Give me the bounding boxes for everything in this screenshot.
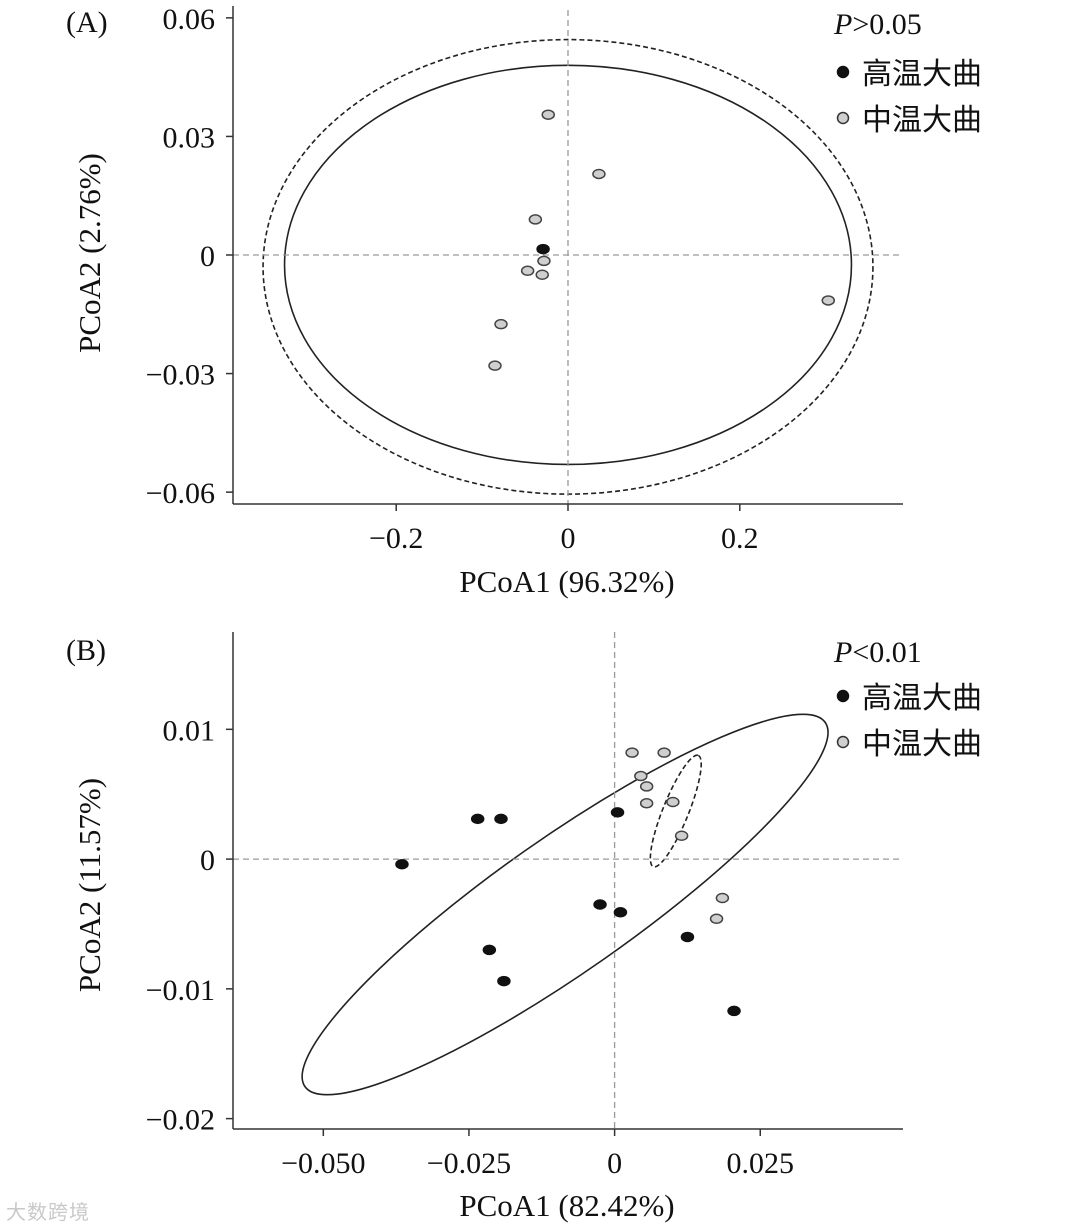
panel-b-point-mid-temp — [625, 747, 639, 758]
legend-a-label-high-temp: 高温大曲 — [862, 58, 982, 91]
panel-b-point-high-temp — [610, 807, 625, 818]
panel-b-point-high-temp — [680, 931, 695, 943]
panel-b-y-tick-label: 0.01 — [163, 714, 216, 747]
panel-b-point-mid-temp — [674, 830, 689, 841]
panel-b-point-mid-temp — [715, 892, 730, 904]
panel-a-point-high-temp — [536, 243, 550, 255]
panel-b-point-mid-temp — [657, 747, 671, 758]
panel-b-ellipses — [301, 713, 829, 1096]
legend-a-label-mid-temp: 中温大曲 — [862, 104, 982, 137]
panel-b-point-mid-temp — [639, 781, 654, 792]
panel-a-x-tick-label: 0 — [561, 522, 576, 555]
panel-b-point-high-temp — [613, 907, 628, 918]
panel-b-zero-lines — [233, 632, 903, 1129]
panel-b-axes — [232, 632, 903, 1130]
legend-a-marker-mid-temp — [836, 111, 850, 125]
panel-a-point-mid-temp — [537, 255, 551, 267]
panel-a-point-mid-temp — [535, 269, 549, 281]
panel-a-y-tick-label: 0.06 — [163, 3, 216, 36]
panel-b-y-tick-label: −0.02 — [146, 1104, 215, 1137]
panel-b-confidence-ellipse-solid — [301, 713, 829, 1096]
legend-b-label-mid-temp: 中温大曲 — [862, 728, 982, 761]
legend-b-marker-high-temp — [836, 689, 850, 703]
panel-a-points — [488, 109, 836, 371]
panel-a-y-axis-label: PCoA2 (2.76%) — [72, 153, 107, 353]
panel-a-point-mid-temp — [494, 318, 508, 330]
panel-a-label: (A) — [66, 6, 108, 39]
panel-a-annotation: P>0.05 — [833, 8, 922, 41]
legend-a-marker-high-temp — [836, 65, 850, 79]
panel-a-y-tick-label: 0.03 — [163, 121, 216, 154]
panel-a-x-tick-label: 0.2 — [721, 522, 759, 555]
panel-a-point-mid-temp — [541, 109, 555, 120]
panel-a-point-mid-temp — [520, 265, 535, 277]
panel-b-point-mid-temp — [639, 798, 654, 809]
panel-b-point-mid-temp — [634, 770, 648, 782]
panel-b-x-tick-label: 0.025 — [727, 1147, 795, 1180]
panel-b-point-high-temp — [395, 859, 409, 870]
panel-b-point-high-temp — [482, 944, 497, 956]
panel-b-x-tick-label: −0.025 — [427, 1147, 511, 1180]
panel-b-x-tick-label: 0 — [607, 1147, 622, 1180]
panel-b-legend: 高温大曲 中温大曲 — [836, 682, 982, 761]
panel-b-annotation: P<0.01 — [833, 636, 922, 669]
panel-a-point-mid-temp — [821, 295, 836, 306]
panel-a-y-tick-label: 0 — [200, 240, 215, 273]
panel-b-confidence-ellipse-dashed — [649, 754, 703, 868]
panel-a-point-mid-temp — [528, 214, 543, 225]
panel-b-point-high-temp — [727, 1005, 741, 1017]
panel-a: (A) P>0.05 −0.2 0 0.2 0.06 0.03 0 −0.03 −0.06 P… — [66, 3, 982, 599]
panel-b-point-high-temp — [593, 899, 607, 910]
panel-b-y-tick-label: −0.01 — [146, 974, 215, 1007]
panel-a-point-mid-temp — [592, 168, 606, 180]
legend-b-marker-mid-temp — [836, 735, 850, 749]
legend-b-label-high-temp: 高温大曲 — [862, 682, 982, 715]
panel-b-x-axis-label: PCoA1 (82.42%) — [459, 1188, 674, 1223]
panel-b: (B) P<0.01 −0.050 −0.025 0 0.0250.010−0.01−… — [66, 632, 982, 1223]
panel-b-point-mid-temp — [666, 796, 680, 808]
watermark: 大数跨境 — [6, 1200, 90, 1224]
panel-b-y-axis-label: PCoA2 (11.57%) — [72, 778, 107, 992]
panel-a-point-mid-temp — [488, 360, 502, 371]
panel-a-zero-lines — [233, 10, 903, 504]
panel-a-legend: 高温大曲 中温大曲 — [836, 58, 982, 137]
panel-a-ticks: −0.2 0 0.2 0.06 0.03 0 −0.03 −0.06 — [146, 3, 759, 555]
panel-b-label: (B) — [66, 634, 106, 667]
panel-b-point-high-temp — [494, 813, 508, 825]
panel-a-y-tick-label: −0.03 — [146, 359, 215, 392]
panel-b-x-tick-label: −0.050 — [281, 1147, 365, 1180]
panel-b-point-mid-temp — [709, 913, 724, 925]
panel-b-point-high-temp — [470, 813, 485, 825]
panel-b-y-tick-label: 0 — [200, 844, 215, 877]
panel-a-x-tick-label: −0.2 — [369, 522, 423, 555]
panel-a-y-tick-label: −0.06 — [146, 477, 215, 510]
panel-b-points — [395, 747, 741, 1017]
panel-b-ticks: −0.050 −0.025 0 0.025 0.01 0 −0.01 −0.02 — [146, 714, 794, 1180]
panel-b-point-high-temp — [497, 975, 511, 987]
panel-a-x-axis-label: PCoA1 (96.32%) — [459, 564, 674, 599]
